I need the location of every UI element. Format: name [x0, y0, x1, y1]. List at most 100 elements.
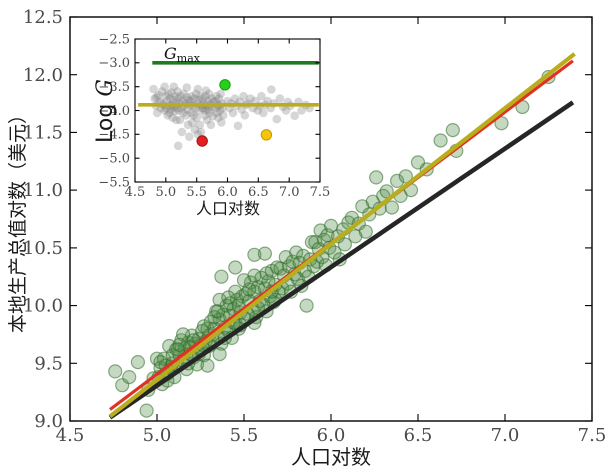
gray-scatter-point — [182, 92, 192, 102]
gray-scatter-point — [194, 95, 203, 105]
city-scatter-point — [379, 184, 394, 199]
gray-scatter-point — [167, 88, 176, 97]
gray-scatter-point — [233, 121, 243, 131]
main-y-tick-label: 12.5 — [23, 7, 63, 28]
city-scatter-point — [139, 403, 154, 418]
inset-y-tick-label: −4.0 — [98, 104, 130, 119]
city-scatter-point — [172, 337, 187, 352]
city-scatter-point — [259, 266, 274, 281]
city-scatter-point — [390, 173, 405, 188]
gray-scatter-point — [160, 82, 169, 91]
gray-scatter-point — [206, 120, 216, 130]
inset-y-tick-label: −2.5 — [98, 32, 130, 47]
inset-x-tick-label: 7.0 — [279, 185, 300, 200]
gray-scatter-point — [237, 105, 246, 114]
main-x-tick-label: 4.5 — [56, 425, 85, 446]
gray-scatter-point — [198, 94, 208, 103]
gray-scatter-point — [186, 108, 196, 118]
city-scatter-point — [200, 358, 215, 373]
gray-scatter-point — [218, 111, 228, 120]
city-scatter-point — [358, 224, 373, 239]
gray-scatter-point — [194, 106, 204, 115]
gray-scatter-point — [173, 141, 183, 151]
city-scatter-point — [130, 355, 145, 370]
highlight-green — [219, 79, 231, 91]
gray-scatter-point — [185, 132, 194, 141]
gray-scatter-point — [193, 84, 203, 94]
main-x-tick-label: 5.0 — [143, 425, 172, 446]
inset-x-tick-label: 6.5 — [248, 185, 269, 200]
city-scatter-point — [210, 304, 225, 319]
inset-y-tick-label: −3.5 — [98, 80, 130, 95]
gray-scatter-point — [188, 118, 197, 127]
city-scatter-point — [122, 370, 137, 385]
gray-scatter-point — [175, 115, 185, 125]
main-y-tick-label: 10.5 — [23, 238, 63, 259]
inset-y-tick-label: −5.0 — [98, 152, 130, 167]
gray-scatter-point — [196, 127, 206, 137]
main-x-tick-label: 7.5 — [578, 425, 605, 446]
gray-scatter-point — [212, 108, 222, 118]
gray-scatter-point — [201, 106, 211, 115]
gray-scatter-point — [166, 105, 176, 114]
gray-scatter-point — [169, 82, 179, 91]
city-scatter-point — [273, 261, 288, 276]
city-scatter-point — [384, 200, 399, 215]
gray-scatter-point — [212, 91, 221, 101]
main-x-tick-label: 7.0 — [491, 425, 520, 446]
highlight-green-point — [219, 79, 231, 91]
gray-scatter-point — [217, 118, 226, 127]
gray-scatter-point — [189, 94, 199, 103]
city-scatter-point — [247, 247, 262, 262]
gray-scatter-point — [214, 94, 224, 103]
gray-scatter-point — [183, 105, 192, 114]
gray-scatter-point — [161, 91, 171, 101]
main-y-tick-label: 11.5 — [23, 123, 63, 144]
gray-scatter-point — [181, 111, 191, 120]
gray-scatter-point — [201, 91, 210, 101]
gray-scatter-point — [272, 114, 282, 124]
gray-scatter-point — [204, 105, 213, 114]
inset-y-tick-label: −5.5 — [98, 175, 130, 190]
gray-scatter-point — [168, 95, 178, 105]
city-scatter-point — [494, 116, 509, 131]
gray-scatter-point — [257, 91, 266, 101]
highlight-red-point — [196, 135, 208, 147]
inset-y-axis-label: Log G — [93, 79, 118, 143]
city-scatter-point — [398, 169, 413, 184]
gray-scatter-point — [239, 91, 248, 101]
gray-scatter-point — [253, 106, 262, 115]
main-x-tick-label: 5.5 — [230, 425, 259, 446]
inset-x-tick-label: 5.0 — [155, 185, 176, 200]
main-x-axis-label: 人口对数 — [291, 445, 371, 468]
gray-scatter-point — [179, 89, 188, 99]
gray-scatter-point — [149, 84, 158, 94]
gray-scatter-point — [184, 95, 193, 105]
city-scatter-point — [289, 245, 304, 260]
city-scatter-point — [299, 298, 314, 313]
inset-x-tick-label: 5.5 — [186, 185, 207, 200]
gray-scatter-point — [246, 94, 255, 103]
inset-y-tick-label: −3.0 — [98, 56, 130, 71]
main-y-tick-label: 9.0 — [34, 411, 63, 432]
gray-scatter-point — [189, 111, 198, 120]
gmax-annotation: Gmax — [164, 44, 201, 65]
gray-scatter-point — [275, 94, 285, 103]
gray-scatter-point — [165, 108, 174, 118]
gray-scatter-point — [178, 108, 188, 118]
gray-scatter-point — [191, 89, 201, 99]
gray-scatter-point — [290, 111, 300, 120]
gray-scatter-point — [201, 86, 211, 95]
city-scatter-point — [212, 292, 227, 307]
inset-x-tick-label: 4.5 — [125, 185, 146, 200]
main-x-tick-label: 6.5 — [404, 425, 433, 446]
gray-scatter-point — [205, 108, 214, 118]
inset-plot: 4.5 5.0 5.5 6.0 6.5 7.0 7.5 −2.5 −3.0 −3.5 −4.0 −4.… — [93, 32, 330, 218]
main-y-tick-label: 12.0 — [23, 65, 63, 86]
gray-scatter-point — [160, 106, 169, 115]
gray-scatter-point — [170, 91, 180, 101]
gray-scatter-point — [173, 87, 182, 96]
gray-scatter-point — [202, 115, 212, 125]
